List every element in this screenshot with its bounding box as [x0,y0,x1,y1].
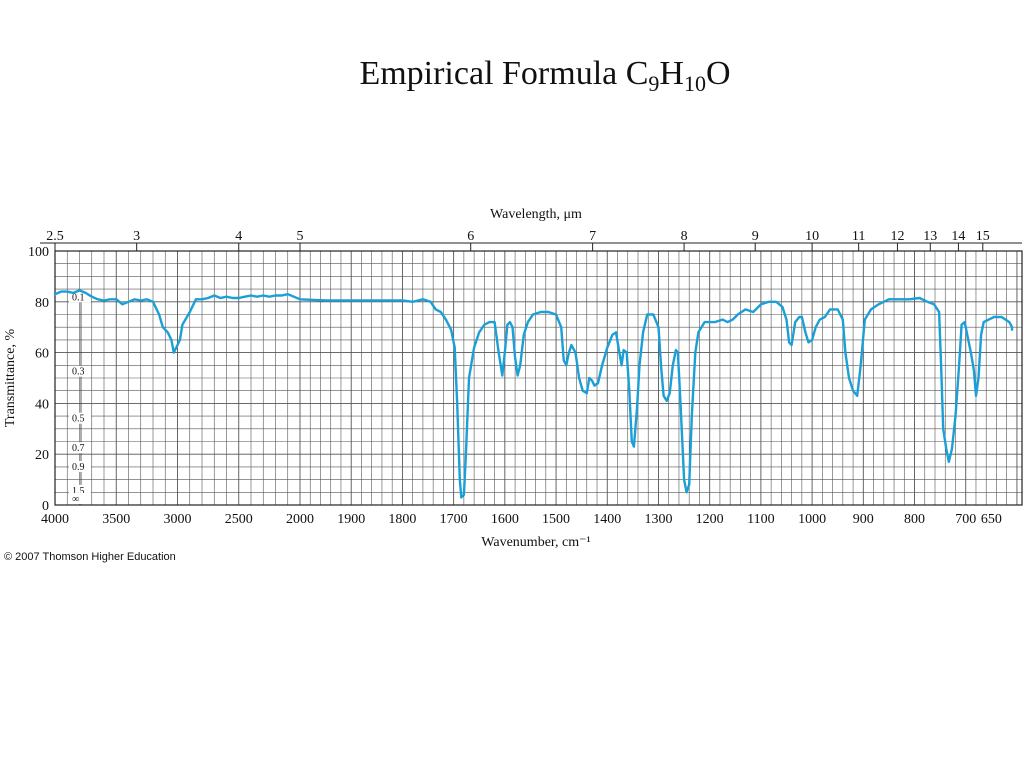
absorbance-label-bg [69,291,91,303]
absorbance-label: 0.9 [72,462,85,473]
absorbance-label: 0.3 [72,367,85,378]
absorbance-label: 1.5 [72,486,85,497]
wavenumber-tick-label: 1900 [337,512,365,527]
title-subscript-9: 9 [648,71,660,96]
wavelength-axis-title: Wavelength, μm [490,207,582,222]
plot-frame [54,250,1023,506]
title-text: Empirical Formula C [359,55,649,92]
absorbance-scale: 0.1 0.3 0.5 0.7 0.9 1.5∞ [69,291,91,505]
wavenumber-tick-label: 1800 [388,512,416,527]
wavenumber-tick-label: 2500 [225,512,253,527]
absorbance-label: ∞ [72,494,79,505]
copyright-notice: © 2007 Thomson Higher Education [4,551,176,563]
wavenumber-tick-label: 1600 [491,512,519,527]
wavenumber-tick-label: 1100 [747,512,774,527]
wavelength-tick-label: 3 [133,229,140,244]
wavelength-tick-label: 5 [297,229,304,244]
wavelength-tick-label: 4 [235,229,242,244]
absorbance-label-bg [69,412,91,424]
wavelength-tick-label: 10 [805,229,819,244]
absorbance-label-bg [69,460,91,472]
ir-spectrum-chart: 0.10.30.50.70.91.5∞ 4000 3500 3000 2500 2000… [3,207,1023,550]
transmittance-tick-label: 40 [35,397,49,412]
absorbance-label: 0.1 [72,292,85,303]
wavenumber-tick-label: 3500 [102,512,130,527]
wavelength-tick-label: 11 [852,229,865,244]
wavenumber-tick-label: 1300 [644,512,672,527]
wavenumber-tick-label: 1400 [593,512,621,527]
title-text-o: O [705,55,731,92]
absorbance-label-bg [69,365,91,377]
wavenumber-tick-label: 1500 [542,512,570,527]
transmittance-axis-title: Transmittance, % [3,329,18,428]
absorbance-label-bg [69,493,91,504]
transmittance-tick-label: 80 [35,296,49,311]
wavelength-tick-label: 12 [890,229,904,244]
wavelength-tick-label: 2.5 [46,229,64,244]
chart-grid [40,242,1023,506]
slide-title: Empirical Formula C9H10O [0,55,1024,97]
wavelength-tick-label: 13 [923,229,937,244]
title-text-h: H [659,55,684,92]
wavenumber-tick-label: 4000 [41,512,69,527]
chart-ticks: 4000 3500 3000 2500 2000 1900 1800 1700 1600 1500… [28,229,1002,527]
absorbance-label: 0.7 [72,443,85,454]
wavenumber-tick-label: 3000 [164,512,192,527]
transmittance-tick-label: 100 [28,245,49,260]
wavenumber-tick-label: 1200 [696,512,724,527]
wavenumber-tick-label: 800 [904,512,925,527]
wavelength-tick-label: 9 [752,229,759,244]
wavenumber-axis-title: Wavenumber, cm⁻¹ [481,535,590,550]
absorbance-label-bg [69,484,91,496]
wavelength-tick-label: 7 [589,229,596,244]
wavenumber-tick-label: 900 [853,512,874,527]
wavenumber-tick-label: 700 [955,512,976,527]
wavenumber-tick-label: 650 [981,512,1002,527]
wavenumber-tick-label: 2000 [286,512,314,527]
title-subscript-10: 10 [683,71,706,96]
wavelength-tick-label: 14 [951,229,965,244]
wavenumber-tick-label: 1700 [440,512,468,527]
wavelength-tick-label: 6 [467,229,474,244]
transmittance-tick-label: 0 [42,499,49,514]
transmittance-tick-label: 60 [35,347,49,362]
absorbance-label: 0.5 [72,414,85,425]
wavelength-tick-label: 8 [681,229,688,244]
transmittance-tick-label: 20 [35,448,49,463]
spectrum-line [53,289,1014,499]
wavenumber-tick-label: 1000 [798,512,826,527]
wavelength-tick-label: 15 [976,229,990,244]
absorbance-label-bg [69,442,91,454]
